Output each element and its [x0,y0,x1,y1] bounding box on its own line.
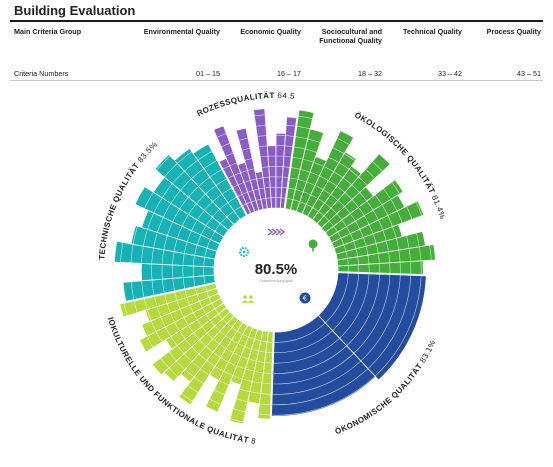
tree-icon [308,239,318,252]
euro-icon: € [299,292,311,304]
column-header-economic: Economic Quality [240,27,301,36]
overall-score-caption: Gesamterfüllungsgrad [259,279,292,283]
group-separator [112,281,216,306]
overall-score: 80.5% [255,261,298,278]
table-row-divider [10,80,543,81]
grid-ring [161,155,391,385]
main-criteria-group-label: Main Criteria Group [14,27,82,36]
group-separator [196,122,248,216]
criteria-range-process: 43 – 51 [517,69,541,78]
criteria-range-economic: 16 – 17 [277,69,301,78]
column-header-technical: Technical Quality [403,27,462,36]
ring-gridlines [109,103,443,437]
column-header-environmental: Environmental Quality [143,27,220,36]
grid-ring [172,166,380,374]
page-title: Building Evaluation [14,3,136,18]
group-separator [269,331,275,437]
chart-center: 80.5% Gesamterfüllungsgrad € [214,208,338,332]
process-icon [267,228,286,236]
grid-ring [182,176,370,364]
criteria-range-environmental: 01 – 15 [196,69,220,78]
group-label-process: PROZESSQUALITÄT 64.5% [0,0,295,118]
grid-ring [130,124,422,416]
title-divider [10,20,543,22]
people-icon [242,295,254,303]
criteria-range-sociocultural: 18 – 32 [358,69,382,78]
grid-ring [120,114,432,426]
group-separator [337,271,443,277]
column-header-process: Process Quality [486,27,541,36]
column-header-sociocultural: Sociocultural and Functional Quality [319,27,382,45]
svg-text:€: € [303,295,307,303]
grid-ring [140,134,412,406]
criteria-numbers-label: Criteria Numbers [14,69,69,78]
gear-icon [239,247,249,257]
group-separator [283,104,301,209]
grid-ring [151,145,401,395]
grid-ring [203,197,349,343]
grid-ring [192,186,360,354]
criteria-range-technical: 33 – 42 [438,69,462,78]
